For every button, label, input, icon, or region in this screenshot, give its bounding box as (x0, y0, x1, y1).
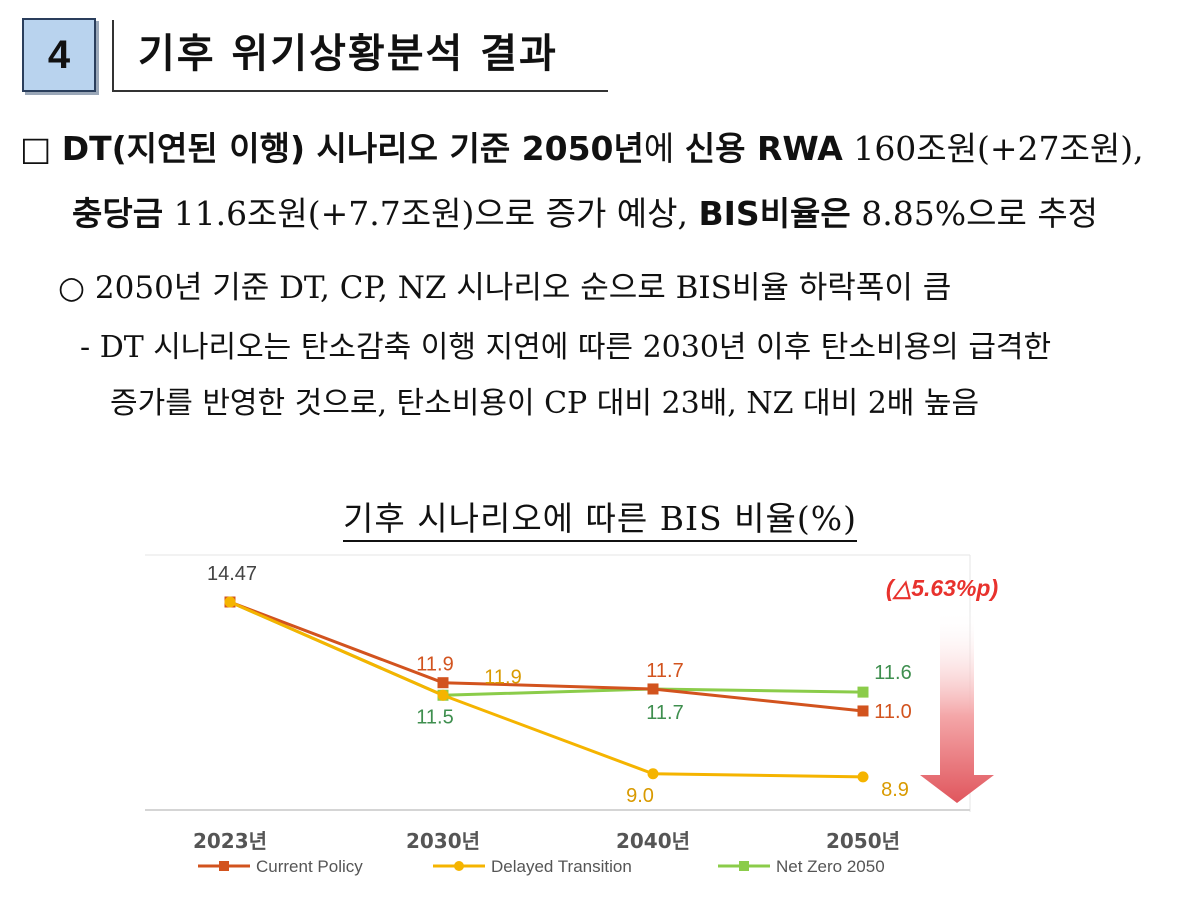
data-label: 11.9 (416, 654, 453, 676)
point-current-policy-2 (647, 683, 659, 695)
checkbox-bullet: □ (20, 129, 52, 168)
circle-bullet: ○ (58, 270, 86, 306)
legend-label-delayed-transition: Delayed Transition (491, 857, 632, 876)
paragraph-3-line-2: 증가를 반영한 것으로, 탄소비용이 CP 대비 23배, NZ 대비 2배 높… (110, 386, 980, 421)
rwa-label: 신용 RWA (684, 129, 843, 168)
paragraph-3-line-1: - DT 시나리오는 탄소감축 이행 지연에 따른 2030년 이후 탄소비용의… (80, 322, 1051, 366)
text-fragment: 에 (643, 129, 685, 168)
data-label: 11.6 (874, 662, 911, 684)
data-label: 8.9 (881, 779, 909, 801)
point-current-policy-3 (857, 705, 869, 717)
data-label: 11.0 (874, 701, 911, 723)
data-label: 11.7 (646, 702, 683, 724)
data-label: 14.47 (207, 563, 257, 585)
point-net-zero-2050-3 (857, 686, 869, 698)
x-tick-label: 2050년 (826, 829, 900, 853)
legend-marker-current-policy (219, 861, 229, 871)
bis-value: 8.85%으로 추정 (850, 194, 1099, 233)
point-delayed-transition-1 (437, 689, 449, 701)
x-tick-label: 2030년 (406, 829, 480, 853)
bis-label: BIS비율은 (698, 194, 851, 233)
point-current-policy-1 (437, 677, 449, 689)
data-label-layer: 14.47 11.9 11.9 11.5 11.7 11.7 9.0 11.6 11.0 8.9 (207, 563, 912, 807)
paragraph-3-text-1: DT 시나리오는 탄소감축 이행 지연에 따른 2030년 이후 탄소비용의 급… (99, 330, 1052, 365)
section-title: 기후 위기상황분석 결과 (112, 20, 608, 92)
data-label: 9.0 (626, 785, 654, 807)
scenario-highlight: DT(지연된 이행) 시나리오 기준 2050년 (61, 129, 644, 168)
paragraph-2-text: 2050년 기준 DT, CP, NZ 시나리오 순으로 BIS비율 하락폭이 … (94, 270, 952, 306)
paragraph-1-line-1: □ DT(지연된 이행) 시나리오 기준 2050년에 신용 RWA 160조원… (20, 122, 1144, 170)
data-label: 11.9 (484, 666, 521, 688)
legend-label-net-zero-2050: Net Zero 2050 (776, 857, 885, 876)
point-delayed-transition-2 (647, 768, 659, 780)
series-line-net-zero-2050 (229, 600, 864, 697)
chart-title: 기후 시나리오에 따른 BIS 비율(%) (0, 492, 1200, 542)
x-tick-label: 2023년 (193, 829, 267, 853)
dash-bullet: - (80, 330, 91, 365)
legend-marker-delayed-transition (454, 861, 464, 871)
series-line-current-policy (229, 600, 864, 713)
point-delayed-transition-3 (857, 771, 869, 783)
paragraph-2: ○ 2050년 기준 DT, CP, NZ 시나리오 순으로 BIS비율 하락폭… (58, 262, 951, 307)
paragraph-1-line-2: 충당금 11.6조원(+7.7조원)으로 증가 예상, BIS비율은 8.85%… (72, 187, 1098, 235)
data-label: 11.7 (646, 660, 683, 682)
legend: Current Policy Delayed Transition Net Zero… (198, 857, 885, 876)
x-tick-layer: 2023년 2030년 2040년 2050년 (193, 829, 900, 853)
data-label: 11.5 (416, 706, 453, 728)
x-tick-label: 2040년 (616, 829, 690, 853)
legend-marker-net-zero-2050 (739, 861, 749, 871)
provision-label: 충당금 (72, 194, 164, 233)
series-layer (224, 596, 869, 783)
rwa-value: 160조원(+27조원), (842, 129, 1144, 168)
provision-value: 11.6조원(+7.7조원)으로 증가 예상, (163, 194, 699, 233)
chart-title-text: 기후 시나리오에 따른 BIS 비율(%) (343, 499, 857, 542)
decline-arrow (920, 610, 994, 803)
section-number: 4 (22, 18, 96, 92)
point-delayed-transition-0 (224, 596, 236, 608)
decline-annotation: (△5.63%p) (886, 575, 998, 601)
legend-label-current-policy: Current Policy (256, 857, 363, 876)
series-line-delayed-transition (229, 600, 864, 779)
